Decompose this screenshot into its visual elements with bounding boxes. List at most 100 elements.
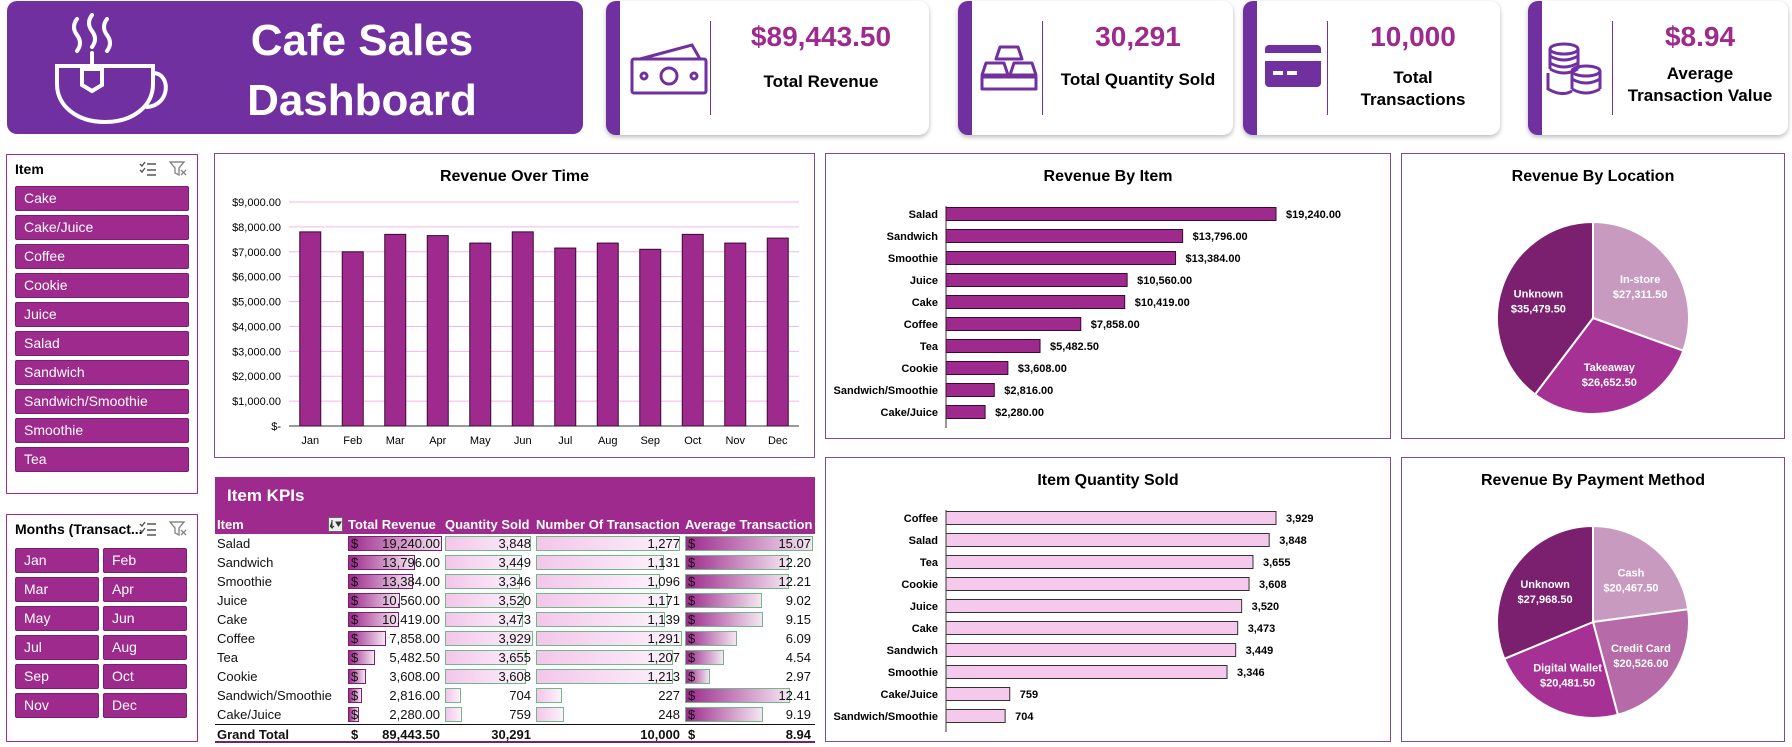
item-kpis-title: Item KPIs bbox=[227, 486, 305, 505]
multi-select-icon[interactable] bbox=[139, 521, 157, 537]
bar[interactable] bbox=[639, 248, 662, 427]
bar[interactable] bbox=[945, 511, 1277, 525]
value-cell: 1,277 bbox=[647, 536, 680, 551]
bar[interactable] bbox=[945, 295, 1126, 309]
databar bbox=[536, 593, 669, 608]
column-header[interactable]: Total Revenue bbox=[348, 517, 436, 532]
bar[interactable] bbox=[945, 251, 1177, 265]
pie-slice[interactable] bbox=[1592, 524, 1690, 624]
column-header[interactable]: Quantity Sold bbox=[445, 517, 530, 532]
table-row: Tea $5,482.50 3,655 1,207 $4.54 bbox=[215, 648, 815, 667]
data-label: $2,280.00 bbox=[995, 407, 1044, 419]
bar[interactable] bbox=[341, 251, 364, 427]
month-slicer-button[interactable]: Jun bbox=[103, 606, 187, 631]
pie-slice[interactable] bbox=[1496, 220, 1594, 396]
bar[interactable] bbox=[945, 361, 1009, 375]
bar[interactable] bbox=[945, 339, 1041, 353]
month-slicer-button[interactable]: May bbox=[15, 606, 99, 631]
category-label: Juice bbox=[910, 601, 938, 613]
month-slicer-button[interactable]: Dec bbox=[103, 693, 187, 718]
pie-slice[interactable] bbox=[1592, 220, 1690, 352]
bar[interactable] bbox=[945, 621, 1239, 635]
pie-slice[interactable] bbox=[1496, 524, 1594, 661]
bar[interactable] bbox=[945, 577, 1250, 591]
bar[interactable] bbox=[945, 317, 1082, 331]
data-label: 3,346 bbox=[1237, 667, 1265, 679]
value-cell: 759 bbox=[509, 707, 531, 722]
category-label: Cake bbox=[912, 297, 938, 309]
month-slicer-button[interactable]: Mar bbox=[15, 577, 99, 602]
month-slicer-button[interactable]: Oct bbox=[103, 664, 187, 689]
column-header[interactable]: Item bbox=[217, 517, 244, 532]
bar[interactable] bbox=[945, 207, 1277, 221]
value-cell: 9.02 bbox=[785, 593, 811, 608]
bar[interactable] bbox=[469, 242, 492, 427]
item-slicer: Item Cake Cake/Juice Coffee Cookie Juice Sala… bbox=[6, 154, 198, 494]
bar[interactable] bbox=[384, 233, 407, 427]
bar[interactable] bbox=[596, 242, 619, 427]
databar bbox=[685, 536, 813, 551]
item-slicer-button[interactable]: Cookie bbox=[15, 273, 189, 298]
item-slicer-button[interactable]: Sandwich bbox=[15, 360, 189, 385]
bar[interactable] bbox=[945, 405, 986, 419]
month-slicer-button[interactable]: Sep bbox=[15, 664, 99, 689]
pie-slice[interactable] bbox=[1533, 316, 1685, 415]
data-label: $19,240.00 bbox=[1286, 209, 1341, 221]
sort-filter-icon[interactable] bbox=[328, 517, 343, 532]
column-header[interactable]: Average Transaction bbox=[685, 517, 813, 532]
bar[interactable] bbox=[945, 273, 1128, 287]
month-slicer-button[interactable]: Feb bbox=[103, 548, 187, 573]
pie-slice[interactable] bbox=[1591, 608, 1690, 716]
table-row: Cookie $3,608.00 3,608 1,213 $2.97 bbox=[215, 667, 815, 686]
bar[interactable] bbox=[426, 235, 449, 427]
bar[interactable] bbox=[511, 231, 534, 427]
bar[interactable] bbox=[945, 383, 995, 397]
y-tick-label: $- bbox=[271, 421, 281, 433]
item-slicer-button[interactable]: Coffee bbox=[15, 244, 189, 269]
bar[interactable] bbox=[945, 687, 1011, 701]
category-label: Tea bbox=[920, 341, 939, 353]
item-slicer-button[interactable]: Cake bbox=[15, 186, 189, 211]
pie-slice[interactable] bbox=[1503, 620, 1620, 719]
category-label: Tea bbox=[920, 557, 939, 569]
slice-category-label: In-store bbox=[1620, 274, 1660, 286]
month-slicer-button[interactable]: Nov bbox=[15, 693, 99, 718]
databar bbox=[445, 669, 526, 684]
month-slicer-button[interactable]: Jul bbox=[15, 635, 99, 660]
currency-symbol: $ bbox=[688, 669, 696, 684]
bar[interactable] bbox=[299, 231, 322, 427]
databar bbox=[445, 574, 520, 589]
value-cell: 1,291 bbox=[647, 631, 680, 646]
multi-select-icon[interactable] bbox=[139, 161, 157, 177]
bar[interactable] bbox=[945, 533, 1270, 547]
item-slicer-button[interactable]: Cake/Juice bbox=[15, 215, 189, 240]
bar[interactable] bbox=[766, 237, 789, 427]
item-slicer-button[interactable]: Tea bbox=[15, 447, 189, 472]
month-slicer-button[interactable]: Aug bbox=[103, 635, 187, 660]
item-slicer-button[interactable]: Sandwich/Smoothie bbox=[15, 389, 189, 414]
item-cell: Cake/Juice bbox=[217, 707, 282, 722]
month-slicer-button[interactable]: Jan bbox=[15, 548, 99, 573]
item-slicer-button[interactable]: Juice bbox=[15, 302, 189, 327]
bar[interactable] bbox=[945, 555, 1254, 569]
bar[interactable] bbox=[945, 229, 1184, 243]
x-tick-label: Oct bbox=[684, 435, 701, 447]
x-tick-label: Jan bbox=[301, 435, 319, 447]
item-slicer-button[interactable]: Salad bbox=[15, 331, 189, 356]
item-slicer-button[interactable]: Smoothie bbox=[15, 418, 189, 443]
bar[interactable] bbox=[945, 643, 1237, 657]
bar[interactable] bbox=[945, 599, 1243, 613]
month-slicer-button[interactable]: Apr bbox=[103, 577, 187, 602]
revenue-by-item-chart: Salad $19,240.00 Sandwich $13,796.00 Smoothi… bbox=[833, 206, 1341, 428]
value-cell: 704 bbox=[509, 688, 531, 703]
clear-filter-icon[interactable] bbox=[169, 521, 187, 537]
x-tick-label: Aug bbox=[598, 435, 618, 447]
bar[interactable] bbox=[945, 709, 1006, 723]
column-header[interactable]: Number Of Transaction bbox=[536, 517, 680, 532]
bar[interactable] bbox=[724, 242, 747, 427]
bar[interactable] bbox=[945, 665, 1228, 679]
month-slicer: Months (Transact... Jan Feb Mar Apr May Jun Ju… bbox=[6, 514, 198, 742]
bar[interactable] bbox=[681, 233, 704, 427]
bar[interactable] bbox=[554, 247, 577, 427]
clear-filter-icon[interactable] bbox=[169, 161, 187, 177]
